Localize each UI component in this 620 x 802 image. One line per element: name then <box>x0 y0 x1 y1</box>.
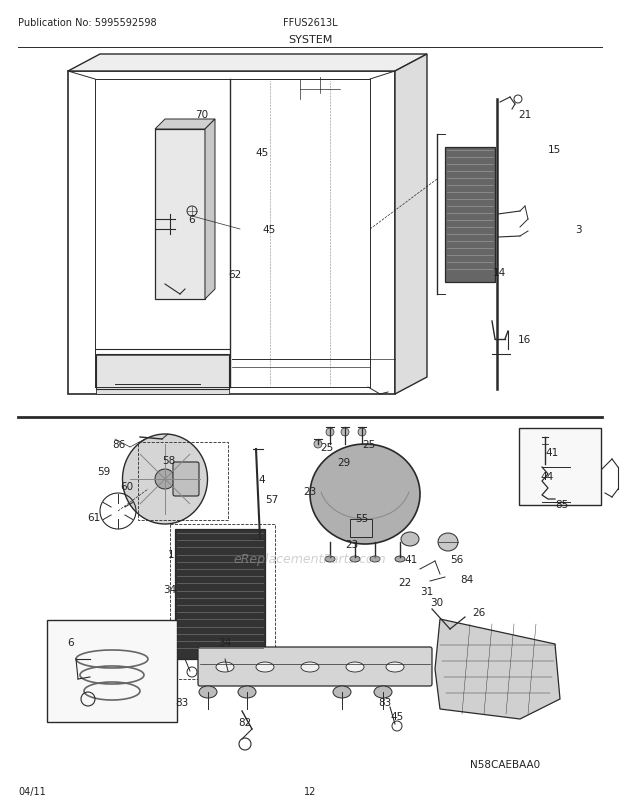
FancyBboxPatch shape <box>173 463 199 496</box>
Text: 15: 15 <box>548 145 561 155</box>
Text: 58: 58 <box>162 456 175 465</box>
Text: 22: 22 <box>398 577 411 587</box>
Text: 16: 16 <box>518 334 531 345</box>
Ellipse shape <box>374 687 392 698</box>
Ellipse shape <box>395 557 405 562</box>
Text: FFUS2613L: FFUS2613L <box>283 18 337 28</box>
Text: 25: 25 <box>320 443 334 452</box>
Bar <box>170 525 275 679</box>
Text: 4: 4 <box>258 475 265 484</box>
Ellipse shape <box>199 687 217 698</box>
Text: eReplacementParts.com: eReplacementParts.com <box>234 553 386 565</box>
Text: 41: 41 <box>404 554 417 565</box>
Ellipse shape <box>401 533 419 546</box>
Text: 45: 45 <box>255 148 268 158</box>
Text: 29: 29 <box>337 457 350 468</box>
Text: 3: 3 <box>575 225 582 235</box>
Polygon shape <box>395 55 427 395</box>
Circle shape <box>326 428 334 436</box>
Text: 6: 6 <box>188 215 195 225</box>
Text: Publication No: 5995592598: Publication No: 5995592598 <box>18 18 157 28</box>
Text: N58CAEBAA0: N58CAEBAA0 <box>470 759 540 769</box>
Polygon shape <box>155 119 215 130</box>
Text: 34: 34 <box>218 638 231 647</box>
Text: 56: 56 <box>450 554 463 565</box>
Text: 82: 82 <box>238 717 251 727</box>
Text: 55: 55 <box>355 513 368 524</box>
Text: 26: 26 <box>472 607 485 618</box>
Ellipse shape <box>386 662 404 672</box>
Circle shape <box>341 428 349 436</box>
Text: 45: 45 <box>390 711 403 721</box>
Polygon shape <box>68 55 427 72</box>
Ellipse shape <box>256 662 274 672</box>
Polygon shape <box>96 387 229 395</box>
Text: 45: 45 <box>262 225 275 235</box>
Text: 61: 61 <box>87 512 100 522</box>
Text: 41: 41 <box>545 448 558 457</box>
Text: 86: 86 <box>112 439 125 449</box>
Text: 57: 57 <box>265 494 278 504</box>
Text: 04/11: 04/11 <box>18 786 46 796</box>
Text: 23: 23 <box>303 486 316 496</box>
Bar <box>175 529 265 659</box>
Ellipse shape <box>310 444 420 545</box>
Ellipse shape <box>216 662 234 672</box>
Polygon shape <box>435 619 560 719</box>
Text: 60: 60 <box>120 481 133 492</box>
Text: 44: 44 <box>540 472 553 481</box>
Text: 25: 25 <box>362 439 375 449</box>
Text: 1: 1 <box>168 549 175 559</box>
Ellipse shape <box>370 557 380 562</box>
Polygon shape <box>205 119 215 300</box>
Text: 85: 85 <box>555 500 569 509</box>
FancyBboxPatch shape <box>198 647 432 687</box>
Bar <box>138 443 228 520</box>
Ellipse shape <box>438 533 458 551</box>
Text: 31: 31 <box>420 586 433 596</box>
Text: 34: 34 <box>163 585 176 594</box>
Text: 6: 6 <box>67 638 74 647</box>
Circle shape <box>155 469 175 489</box>
Ellipse shape <box>301 662 319 672</box>
Text: 12: 12 <box>304 786 316 796</box>
Polygon shape <box>155 130 205 300</box>
Text: 14: 14 <box>493 268 507 277</box>
Text: 70: 70 <box>195 110 208 119</box>
Text: 62: 62 <box>228 269 241 280</box>
Circle shape <box>358 428 366 436</box>
Text: 59: 59 <box>97 467 110 476</box>
Text: 23: 23 <box>345 539 358 549</box>
Text: SYSTEM: SYSTEM <box>288 35 332 45</box>
Text: 21: 21 <box>518 110 531 119</box>
Bar <box>350 520 372 537</box>
Ellipse shape <box>325 557 335 562</box>
FancyBboxPatch shape <box>519 428 601 505</box>
Circle shape <box>314 440 322 448</box>
Ellipse shape <box>346 662 364 672</box>
FancyBboxPatch shape <box>47 620 177 722</box>
Polygon shape <box>96 354 229 390</box>
Ellipse shape <box>350 557 360 562</box>
Text: 83: 83 <box>378 697 391 707</box>
Ellipse shape <box>333 687 351 698</box>
Ellipse shape <box>123 435 208 525</box>
Text: 30: 30 <box>430 597 443 607</box>
Ellipse shape <box>238 687 256 698</box>
Text: 83: 83 <box>175 697 188 707</box>
Bar <box>445 148 495 282</box>
Text: 84: 84 <box>460 574 473 585</box>
